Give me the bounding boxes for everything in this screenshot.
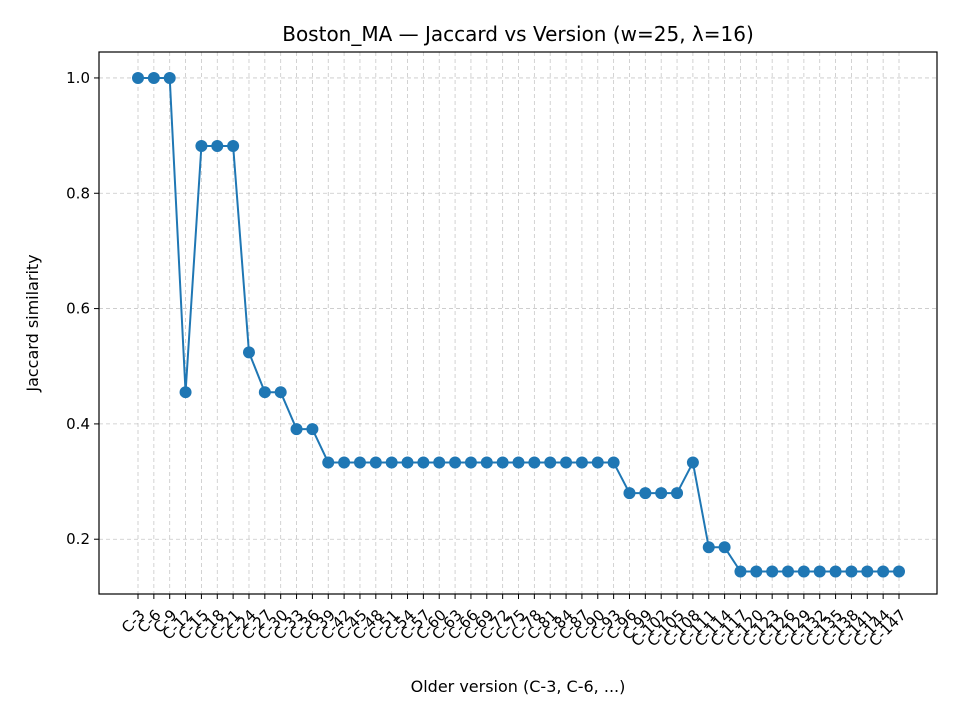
data-point — [401, 456, 414, 469]
data-point — [639, 487, 652, 500]
data-point — [353, 456, 366, 469]
data-point — [496, 456, 509, 469]
data-point — [290, 423, 303, 436]
data-point — [782, 565, 795, 578]
data-point — [433, 456, 446, 469]
data-point — [655, 487, 668, 500]
x-axis: C-3C-6C-9C-12C-15C-18C-21C-24C-27C-30C-3… — [118, 594, 910, 650]
data-point — [464, 456, 477, 469]
y-axis: 0.2 0.4 0.6 0.8 1.0 — [66, 69, 99, 548]
data-point — [338, 456, 351, 469]
data-point — [480, 456, 493, 469]
data-point — [449, 456, 462, 469]
data-point — [877, 565, 890, 578]
data-point — [369, 456, 382, 469]
x-axis-title: Older version (C-3, C-6, ...) — [411, 677, 626, 696]
data-point — [734, 565, 747, 578]
data-point — [211, 139, 224, 152]
y-tick-label: 0.8 — [66, 184, 90, 202]
data-point — [528, 456, 541, 469]
data-point — [147, 71, 160, 84]
data-point — [686, 456, 699, 469]
chart-title: Boston_MA — Jaccard vs Version (w=25, λ=… — [282, 22, 754, 46]
data-point — [274, 386, 287, 399]
data-point — [671, 487, 684, 500]
data-point — [718, 541, 731, 554]
grid — [99, 52, 937, 594]
data-point — [845, 565, 858, 578]
data-point — [750, 565, 763, 578]
series-group — [132, 71, 905, 578]
data-point — [322, 456, 335, 469]
y-tick-label: 0.2 — [66, 530, 90, 548]
data-point — [813, 565, 826, 578]
data-point — [195, 139, 208, 152]
data-point — [385, 456, 398, 469]
data-point — [591, 456, 604, 469]
y-tick-label: 0.6 — [66, 300, 90, 318]
data-point — [766, 565, 779, 578]
data-point — [132, 71, 144, 84]
data-point — [227, 139, 240, 152]
data-point — [702, 541, 715, 554]
data-point — [861, 565, 874, 578]
data-point — [179, 386, 192, 399]
data-point — [623, 487, 636, 500]
data-point — [258, 386, 271, 399]
y-axis-title: Jaccard similarity — [23, 254, 42, 392]
data-point — [829, 565, 842, 578]
data-point — [607, 456, 620, 469]
y-tick-label: 0.4 — [66, 415, 90, 433]
data-point — [512, 456, 525, 469]
data-point — [560, 456, 573, 469]
data-point — [575, 456, 588, 469]
data-point — [242, 346, 255, 359]
data-point — [544, 456, 557, 469]
data-point — [417, 456, 430, 469]
data-point — [893, 565, 905, 578]
data-point — [306, 423, 319, 436]
y-tick-label: 1.0 — [66, 69, 90, 87]
data-point — [797, 565, 810, 578]
data-point — [163, 71, 176, 84]
